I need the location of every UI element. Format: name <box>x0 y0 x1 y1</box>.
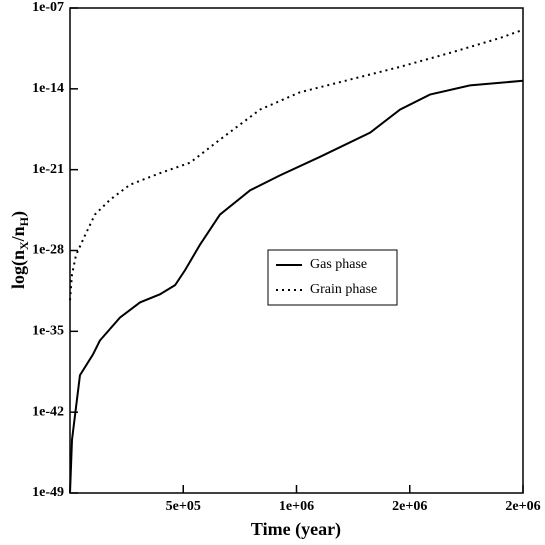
y-axis-title-part: ) <box>8 211 29 217</box>
x-tick-label: 5e+05 <box>166 499 201 514</box>
y-tick-label: 1e-35 <box>32 324 64 339</box>
y-tick-label: 1e-14 <box>32 81 64 96</box>
y-tick-label: 1e-42 <box>32 404 64 419</box>
y-tick-label: 1e-49 <box>32 485 64 500</box>
y-axis-title-sub: X <box>17 241 31 250</box>
y-axis-title: log(nX/nH) <box>8 211 31 289</box>
x-tick-label: 1e+06 <box>279 499 314 514</box>
y-tick-label: 1e-21 <box>32 162 64 177</box>
x-axis-title: Time (year) <box>251 519 341 540</box>
y-tick-label: 1e-28 <box>32 243 64 258</box>
x-tick-label: 2e+06 <box>505 499 540 514</box>
y-axis-title-part: log(n <box>8 250 29 289</box>
legend-box <box>267 249 398 306</box>
y-axis-title-sub: H <box>17 216 31 226</box>
line-series <box>69 79 524 494</box>
legend-label: Gas phase <box>310 257 367 272</box>
x-tick-label: 2e+06 <box>392 499 427 514</box>
y-tick-label: 1e-07 <box>32 0 64 15</box>
legend-label: Grain phase <box>310 282 377 297</box>
y-axis-title-part: /n <box>8 226 28 242</box>
